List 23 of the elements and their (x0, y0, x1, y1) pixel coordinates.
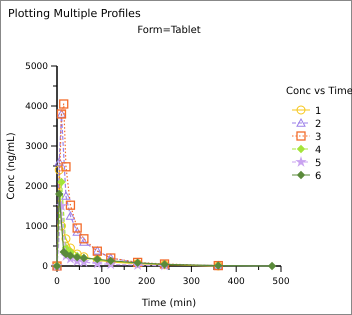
chart-subtitle: Form=Tablet (137, 25, 201, 36)
x-tick-label: 500 (272, 277, 290, 287)
x-tick-label: 0 (54, 277, 60, 287)
x-tick-label: 300 (182, 277, 200, 287)
x-tick-label: 100 (93, 277, 111, 287)
x-tick-label: 400 (228, 277, 246, 287)
y-tick-label: 3000 (25, 142, 48, 152)
y-axis-title: Conc (ng/mL) (6, 132, 17, 200)
y-tick-label: 4000 (25, 102, 48, 112)
y-tick-label: 0 (42, 262, 48, 272)
legend-title: Conc vs Time (286, 86, 352, 97)
y-tick-label: 1000 (25, 222, 48, 232)
legend-label: 2 (315, 119, 322, 130)
legend-label: 4 (315, 145, 322, 156)
chart-title: Plotting Multiple Profiles (8, 7, 141, 20)
legend-label: 1 (315, 106, 322, 117)
legend-label: 5 (315, 158, 322, 169)
legend-label: 6 (315, 171, 322, 182)
y-tick-label: 5000 (25, 62, 48, 72)
y-tick-label: 2000 (25, 182, 48, 192)
x-tick-label: 200 (138, 277, 156, 287)
legend-label: 3 (315, 132, 322, 143)
x-axis-title: Time (min) (140, 298, 196, 309)
